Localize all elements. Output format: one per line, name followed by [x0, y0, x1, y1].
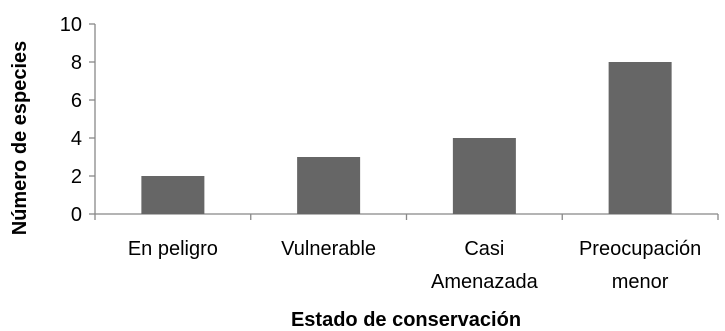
y-tick-label: 0 [71, 204, 82, 226]
bar [452, 138, 516, 214]
x-axis-title: Estado de conservación [291, 309, 521, 331]
y-tick-label: 8 [71, 52, 82, 74]
y-axis-title: Número de especies [9, 41, 31, 236]
plot-area: 0 2 4 6 8 10 En peligro Vulnerable Casi Amenazada… [60, 14, 719, 293]
y-tick-label: 10 [60, 14, 82, 36]
bar [297, 157, 361, 214]
y-tick-label: 6 [71, 90, 82, 112]
x-tick-label: Amenazada [431, 271, 539, 293]
x-tick-label: Vulnerable [281, 238, 376, 260]
x-tick-label: En peligro [128, 238, 218, 260]
y-tick-label: 4 [71, 128, 82, 150]
bar [608, 62, 672, 214]
x-tick-label: Preocupación [579, 238, 701, 260]
x-tick-label: Casi [464, 238, 504, 260]
bar [141, 176, 205, 214]
y-tick-label: 2 [71, 166, 82, 188]
x-tick-label: menor [612, 271, 669, 293]
